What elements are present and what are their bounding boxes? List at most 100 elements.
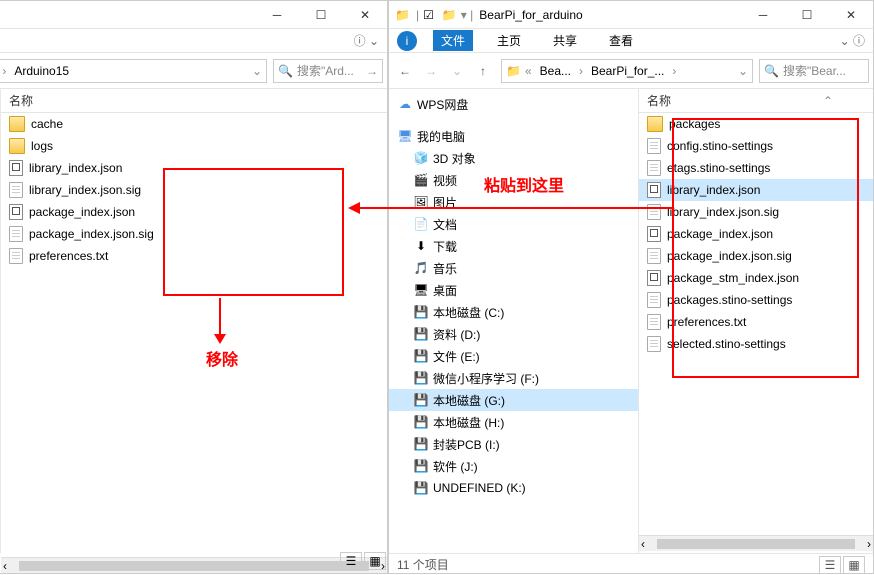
doc-icon: 📄: [413, 216, 429, 232]
file-item[interactable]: package_index.json: [639, 223, 873, 245]
window-title: BearPi_for_arduino: [473, 8, 741, 22]
file-icon: [9, 182, 23, 198]
folder-icon: 📁: [506, 64, 521, 78]
titlebar: 📁 | ☑ 📁 ▾ | BearPi_for_arduino ─ ☐ ✕: [389, 1, 873, 29]
file-name: package_index.json: [29, 205, 135, 219]
search-icon: 🔍: [764, 64, 779, 78]
tree-item[interactable]: 💾封装PCB (I:): [389, 433, 638, 455]
file-item[interactable]: etags.stino-settings: [639, 157, 873, 179]
view-details-button[interactable]: ☰: [340, 552, 362, 570]
minimize-button[interactable]: ─: [741, 1, 785, 29]
scroll-left-icon[interactable]: ‹: [641, 537, 645, 551]
ribbon-view[interactable]: 查看: [601, 30, 641, 51]
column-header-name[interactable]: 名称: [1, 89, 387, 113]
ribbon-expand-icon[interactable]: ⌄ ⓘ: [840, 32, 865, 49]
up-button[interactable]: ↑: [471, 59, 495, 83]
recent-button[interactable]: ⌄: [445, 59, 469, 83]
tree-item[interactable]: 🎵音乐: [389, 257, 638, 279]
file-item[interactable]: preferences.txt: [639, 311, 873, 333]
view-icons-button[interactable]: ▦: [364, 552, 386, 570]
file-item[interactable]: preferences.txt: [1, 245, 387, 267]
address-bar[interactable]: 📁 « Local › Arduino15 ⌄: [0, 59, 267, 83]
music-icon: 🎵: [413, 260, 429, 276]
forward-button[interactable]: →: [419, 59, 443, 83]
search-go-icon[interactable]: →: [366, 64, 378, 78]
file-item[interactable]: logs: [1, 135, 387, 157]
scrollbar-horizontal[interactable]: ‹›: [639, 535, 873, 551]
file-item[interactable]: library_index.json: [1, 157, 387, 179]
tree-item-label: 文档: [433, 216, 457, 233]
breadcrumb-sep: «: [525, 64, 532, 78]
ribbon-home[interactable]: 主页: [489, 30, 529, 51]
dropdown-icon[interactable]: ⌄: [252, 64, 262, 78]
maximize-button[interactable]: ☐: [299, 1, 343, 29]
ribbon-share[interactable]: 共享: [545, 30, 585, 51]
ribbon: i 文件 主页 共享 查看 ⌄ ⓘ: [389, 29, 873, 53]
file-item[interactable]: library_index.json: [639, 179, 873, 201]
breadcrumb-1[interactable]: Bea...: [536, 64, 575, 78]
tree-wps[interactable]: ☁WPS网盘: [389, 93, 638, 115]
cloud-icon: ☁: [397, 96, 413, 112]
close-button[interactable]: ✕: [829, 1, 873, 29]
tree-item[interactable]: 💾本地磁盘 (C:): [389, 301, 638, 323]
file-icon: [647, 248, 661, 264]
tree-item[interactable]: 🎬视频: [389, 169, 638, 191]
scroll-left-icon[interactable]: ‹: [3, 559, 7, 573]
tree-item-label: 音乐: [433, 260, 457, 277]
tree-item[interactable]: 🖥桌面: [389, 279, 638, 301]
minimize-button[interactable]: ─: [255, 1, 299, 29]
tree-item[interactable]: 💾微信小程序学习 (F:): [389, 367, 638, 389]
tree-item[interactable]: 🖼图片: [389, 191, 638, 213]
file-item[interactable]: package_stm_index.json: [639, 267, 873, 289]
tree-item[interactable]: ⬇下载: [389, 235, 638, 257]
tree-item-label: 封装PCB (I:): [433, 436, 500, 453]
scroll-right-icon[interactable]: ›: [867, 537, 871, 551]
address-bar[interactable]: 📁 « Bea... › BearPi_for_... › ⌄: [501, 59, 753, 83]
breadcrumb-2[interactable]: BearPi_for_...: [587, 64, 668, 78]
check-icon[interactable]: ☑: [419, 8, 438, 22]
file-item[interactable]: package_index.json.sig: [639, 245, 873, 267]
tree-item[interactable]: 📄文档: [389, 213, 638, 235]
file-item[interactable]: library_index.json.sig: [1, 179, 387, 201]
tree-item[interactable]: 💾本地磁盘 (G:): [389, 389, 638, 411]
ribbon-expand-icon[interactable]: ⓘ ⌄: [354, 32, 379, 49]
tree-item[interactable]: 🧊3D 对象: [389, 147, 638, 169]
file-name: library_index.json: [667, 183, 760, 197]
file-item[interactable]: packages: [639, 113, 873, 135]
tree-item[interactable]: 💾文件 (E:): [389, 345, 638, 367]
column-header-name[interactable]: 名称⌃: [639, 89, 873, 113]
file-item[interactable]: config.stino-settings: [639, 135, 873, 157]
file-item[interactable]: cache: [1, 113, 387, 135]
view-icons-button[interactable]: ▦: [843, 556, 865, 574]
info-icon[interactable]: i: [397, 31, 417, 51]
dropdown-icon[interactable]: ⌄: [738, 64, 748, 78]
left-view-buttons: ☰ ▦: [340, 552, 386, 570]
search-placeholder: 搜索"Ard...: [297, 62, 354, 79]
file-item[interactable]: packages.stino-settings: [639, 289, 873, 311]
tree-computer[interactable]: 🖥我的电脑: [389, 125, 638, 147]
tree-item[interactable]: 💾资料 (D:): [389, 323, 638, 345]
tree-item[interactable]: 💾本地磁盘 (H:): [389, 411, 638, 433]
breadcrumb-2[interactable]: Arduino15: [10, 64, 73, 78]
tree-item[interactable]: 💾软件 (J:): [389, 455, 638, 477]
maximize-button[interactable]: ☐: [785, 1, 829, 29]
tree-item-label: 软件 (J:): [433, 458, 478, 475]
file-name: logs: [31, 139, 53, 153]
search-input[interactable]: 🔍 搜索"Bear...: [759, 59, 869, 83]
navigation-tree: ☁WPS网盘 🖥我的电脑 🧊3D 对象🎬视频🖼图片📄文档⬇下载🎵音乐🖥桌面💾本地…: [389, 89, 639, 553]
folder-icon: [647, 116, 663, 132]
back-button[interactable]: ←: [393, 59, 417, 83]
tree-item[interactable]: 💾UNDEFINED (K:): [389, 477, 638, 499]
file-item[interactable]: library_index.json.sig: [639, 201, 873, 223]
file-item[interactable]: package_index.json.sig: [1, 223, 387, 245]
file-name: packages: [669, 117, 720, 131]
file-item[interactable]: package_index.json: [1, 201, 387, 223]
search-input[interactable]: 🔍 搜索"Ard... →: [273, 59, 383, 83]
download-icon: ⬇: [413, 238, 429, 254]
ribbon-file[interactable]: 文件: [433, 30, 473, 51]
view-details-button[interactable]: ☰: [819, 556, 841, 574]
scrollbar-horizontal[interactable]: ‹›: [1, 557, 387, 573]
close-button[interactable]: ✕: [343, 1, 387, 29]
file-item[interactable]: selected.stino-settings: [639, 333, 873, 355]
tree-item-label: 本地磁盘 (H:): [433, 414, 504, 431]
